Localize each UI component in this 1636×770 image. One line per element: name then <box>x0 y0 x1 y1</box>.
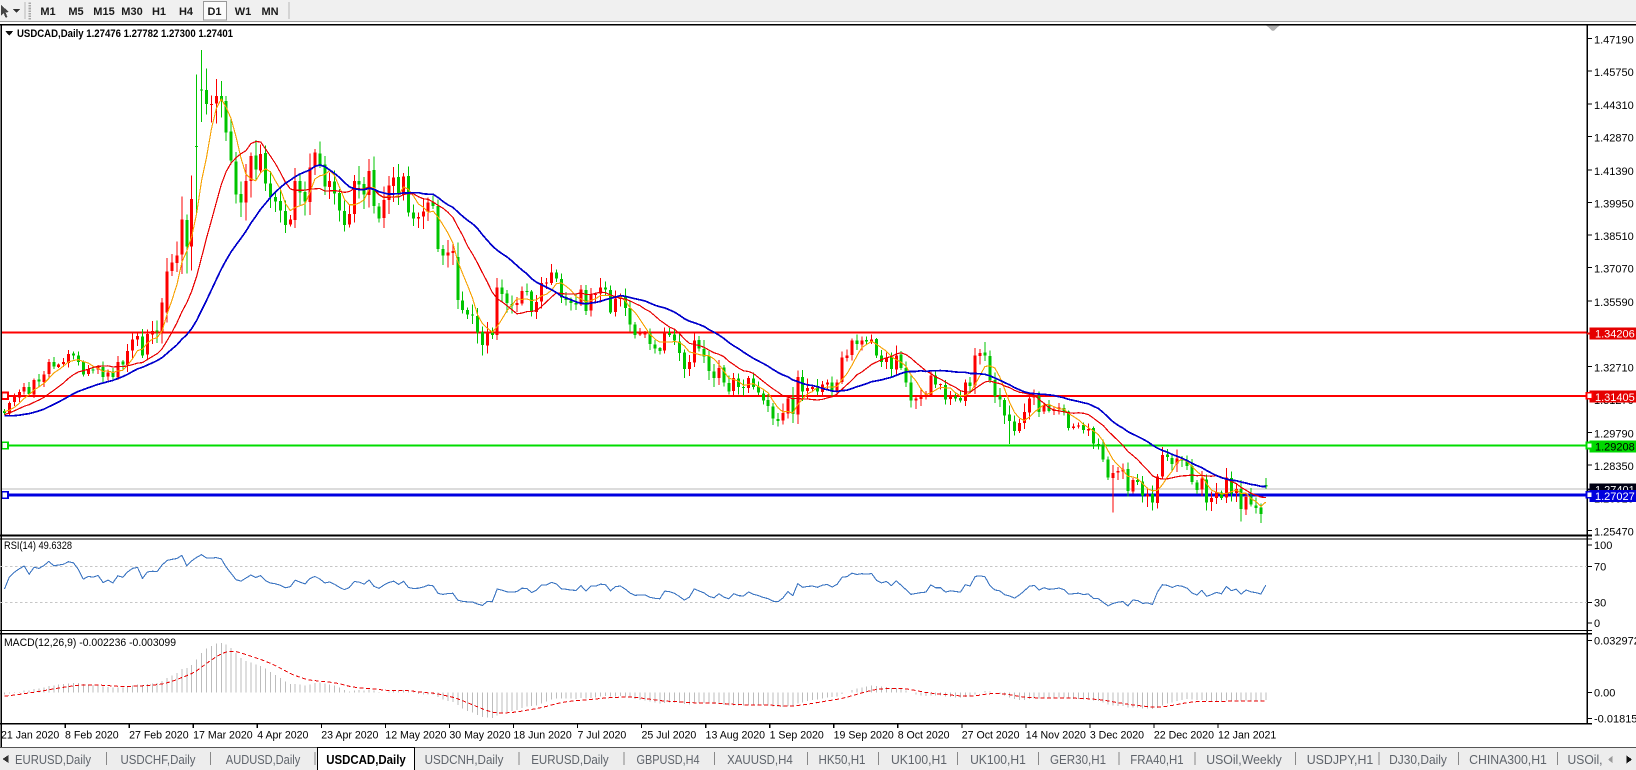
svg-text:USOil,Weekly: USOil,Weekly <box>1206 752 1282 767</box>
svg-text:1.28350: 1.28350 <box>1594 461 1634 473</box>
svg-text:21 Jan 2020: 21 Jan 2020 <box>1 730 59 742</box>
svg-text:DJ30,Daily: DJ30,Daily <box>1389 752 1447 767</box>
svg-text:MACD(12,26,9) -0.002236 -0.003: MACD(12,26,9) -0.002236 -0.003099 <box>4 637 176 649</box>
svg-text:M1: M1 <box>40 6 55 18</box>
svg-text:-0.018154: -0.018154 <box>1594 714 1636 726</box>
svg-text:USOil,: USOil, <box>1568 752 1603 767</box>
svg-text:D1: D1 <box>207 6 221 18</box>
svg-text:1.34206: 1.34206 <box>1595 329 1635 341</box>
svg-text:AUDUSD,Daily: AUDUSD,Daily <box>226 752 301 767</box>
svg-text:27 Feb 2020: 27 Feb 2020 <box>129 730 189 742</box>
svg-text:USDCAD,Daily 1.27476 1.27782: USDCAD,Daily 1.27476 1.27782 1.27300 1.2… <box>17 28 233 40</box>
svg-text:30 May 2020: 30 May 2020 <box>449 730 510 742</box>
svg-text:1.42870: 1.42870 <box>1594 132 1634 144</box>
svg-text:18 Jun 2020: 18 Jun 2020 <box>513 730 571 742</box>
svg-text:M30: M30 <box>121 6 142 18</box>
svg-text:1.25470: 1.25470 <box>1594 526 1634 538</box>
svg-text:100: 100 <box>1594 540 1612 552</box>
svg-text:M5: M5 <box>68 6 83 18</box>
svg-text:HK50,H1: HK50,H1 <box>819 752 866 767</box>
svg-text:1.35590: 1.35590 <box>1594 297 1634 309</box>
svg-text:UK100,H1: UK100,H1 <box>970 752 1026 767</box>
svg-text:GER30,H1: GER30,H1 <box>1050 752 1106 767</box>
svg-text:USDCHF,Daily: USDCHF,Daily <box>121 752 196 767</box>
svg-text:MN: MN <box>261 6 278 18</box>
svg-text:0: 0 <box>1594 618 1600 630</box>
svg-text:0.00: 0.00 <box>1594 687 1615 699</box>
svg-text:1 Sep 2020: 1 Sep 2020 <box>770 730 824 742</box>
svg-text:14 Nov 2020: 14 Nov 2020 <box>1026 730 1086 742</box>
svg-text:12 May 2020: 12 May 2020 <box>385 730 446 742</box>
svg-text:USDCNH,Daily: USDCNH,Daily <box>425 752 504 767</box>
svg-text:RSI(14) 49.6328: RSI(14) 49.6328 <box>4 540 72 552</box>
svg-text:CHINA300,H1: CHINA300,H1 <box>1469 752 1547 767</box>
svg-text:3 Dec 2020: 3 Dec 2020 <box>1090 730 1144 742</box>
svg-text:USDJPY,H1: USDJPY,H1 <box>1307 752 1374 767</box>
svg-text:13 Aug 2020: 13 Aug 2020 <box>706 730 766 742</box>
svg-text:19 Sep 2020: 19 Sep 2020 <box>834 730 894 742</box>
svg-text:UK100,H1: UK100,H1 <box>891 752 947 767</box>
svg-text:1.29208: 1.29208 <box>1595 442 1635 454</box>
svg-text:1.44310: 1.44310 <box>1594 100 1634 112</box>
svg-text:M15: M15 <box>93 6 114 18</box>
svg-text:EURUSD,Daily: EURUSD,Daily <box>15 752 91 767</box>
svg-text:1.37070: 1.37070 <box>1594 264 1634 276</box>
svg-text:23 Apr 2020: 23 Apr 2020 <box>321 730 378 742</box>
svg-text:1.32710: 1.32710 <box>1594 362 1634 374</box>
svg-text:70: 70 <box>1594 561 1606 573</box>
svg-text:25 Jul 2020: 25 Jul 2020 <box>642 730 697 742</box>
svg-text:8 Oct 2020: 8 Oct 2020 <box>898 730 950 742</box>
svg-text:8 Feb 2020: 8 Feb 2020 <box>65 730 119 742</box>
svg-text:0.032972: 0.032972 <box>1594 635 1636 647</box>
svg-text:1.45750: 1.45750 <box>1594 67 1634 79</box>
svg-text:7 Jul 2020: 7 Jul 2020 <box>577 730 626 742</box>
svg-text:1.27027: 1.27027 <box>1595 491 1635 503</box>
svg-text:FRA40,H1: FRA40,H1 <box>1130 752 1183 767</box>
svg-text:1.39950: 1.39950 <box>1594 199 1634 211</box>
svg-text:H1: H1 <box>152 6 166 18</box>
svg-text:12 Jan 2021: 12 Jan 2021 <box>1218 730 1276 742</box>
svg-text:27 Oct 2020: 27 Oct 2020 <box>962 730 1020 742</box>
svg-text:30: 30 <box>1594 598 1606 610</box>
svg-text:17 Mar 2020: 17 Mar 2020 <box>193 730 253 742</box>
svg-text:1.31405: 1.31405 <box>1595 392 1635 404</box>
svg-text:W1: W1 <box>235 6 252 18</box>
svg-text:GBPUSD,H4: GBPUSD,H4 <box>637 752 700 767</box>
svg-text:1.41390: 1.41390 <box>1594 166 1634 178</box>
svg-text:EURUSD,Daily: EURUSD,Daily <box>531 752 609 767</box>
svg-text:22 Dec 2020: 22 Dec 2020 <box>1154 730 1214 742</box>
svg-text:4 Apr 2020: 4 Apr 2020 <box>257 730 308 742</box>
svg-text:H4: H4 <box>179 6 194 18</box>
svg-text:1.47190: 1.47190 <box>1594 35 1634 47</box>
svg-text:1.38510: 1.38510 <box>1594 231 1634 243</box>
svg-text:USDCAD,Daily: USDCAD,Daily <box>326 752 406 767</box>
svg-text:XAUUSD,H4: XAUUSD,H4 <box>727 752 793 767</box>
svg-text:1.29790: 1.29790 <box>1594 429 1634 441</box>
